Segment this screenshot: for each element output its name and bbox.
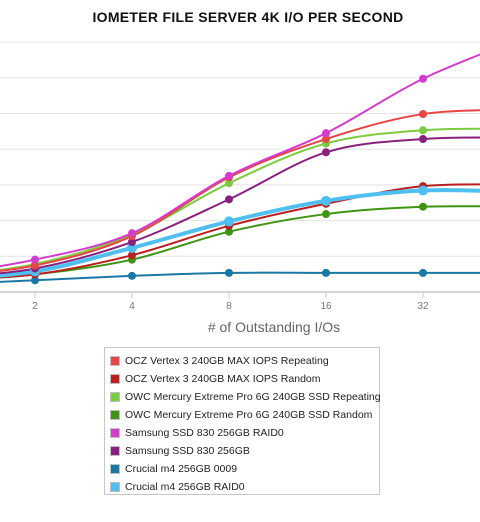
series-line [0,127,480,272]
legend-label: OWC Mercury Extreme Pro 6G 240GB SSD Ran… [125,409,373,421]
data-point [224,216,234,227]
data-point [419,268,427,277]
legend-item[interactable]: Samsung SSD 830 256GB RAID0 [110,424,379,442]
legend-item[interactable]: OCZ Vertex 3 240GB MAX IOPS Repeating [110,352,379,370]
data-point [419,74,427,83]
series-lines [0,53,480,283]
data-point [225,227,233,236]
data-point [31,276,39,285]
legend-item[interactable]: Samsung SSD 830 256GB [110,442,379,460]
data-point [128,229,136,238]
legend-swatch [110,464,120,474]
x-tick-label: 32 [417,301,429,312]
x-tick-label: 16 [320,301,332,312]
chart-title: IOMETER FILE SERVER 4K I/O PER SECOND [92,9,404,25]
tick-labels: 2 4 8 16 32 [32,301,429,312]
legend-item[interactable]: Crucial m4 256GB 0009 [110,460,379,478]
data-point [419,126,427,135]
legend-label: Crucial m4 256GB RAID0 [125,481,245,493]
series-points [30,74,428,285]
data-point [322,135,330,144]
x-tick-label: 2 [32,301,38,312]
data-point [128,238,136,246]
legend-item[interactable]: OWC Mercury Extreme Pro 6G 240GB SSD Rep… [110,388,381,406]
axes [0,291,480,298]
chart-plot: 2 4 8 16 32 # of Outstanding I/Os [0,41,480,335]
series-line [0,53,480,268]
data-point [322,148,330,157]
x-tick-label: 4 [129,301,135,312]
data-point [419,135,427,144]
data-point [322,210,330,219]
data-point [322,129,330,138]
data-point [225,179,233,188]
data-point [321,195,331,206]
data-point [127,242,137,253]
legend-swatch [110,428,120,438]
data-point [128,251,136,260]
legend-label: OWC Mercury Extreme Pro 6G 240GB SSD Rep… [125,391,381,403]
legend-swatch [110,392,120,402]
legend-swatch [110,356,120,366]
legend: OCZ Vertex 3 240GB MAX IOPS Repeating OCZ… [104,347,381,496]
x-tick-label: 8 [226,301,232,312]
legend-swatch [110,482,120,492]
legend-swatch [110,446,120,456]
legend-label: Samsung SSD 830 256GB RAID0 [125,427,284,439]
data-point [225,195,233,204]
legend-label: OCZ Vertex 3 240GB MAX IOPS Random [125,373,321,385]
legend-swatch [110,374,120,384]
series-line [0,183,480,279]
data-point [418,185,428,196]
legend-item[interactable]: OWC Mercury Extreme Pro 6G 240GB SSD Ran… [110,406,379,424]
legend-label: OCZ Vertex 3 240GB MAX IOPS Repeating [125,355,329,367]
legend-item[interactable]: Crucial m4 256GB RAID0 [110,478,379,496]
x-axis-label: # of Outstanding I/Os [208,319,340,335]
data-point [225,171,233,180]
series-line [0,188,480,278]
legend-label: Samsung SSD 830 256GB [125,445,250,457]
legend-item[interactable]: OCZ Vertex 3 240GB MAX IOPS Random [110,370,379,388]
data-point [128,271,136,280]
data-point [419,202,427,211]
data-point [419,110,427,119]
data-point [322,268,330,277]
series-line [0,271,480,283]
legend-swatch [110,410,120,420]
data-point [31,261,39,270]
data-point [225,268,233,277]
data-point [31,255,39,264]
legend-label: Crucial m4 256GB 0009 [125,463,238,475]
